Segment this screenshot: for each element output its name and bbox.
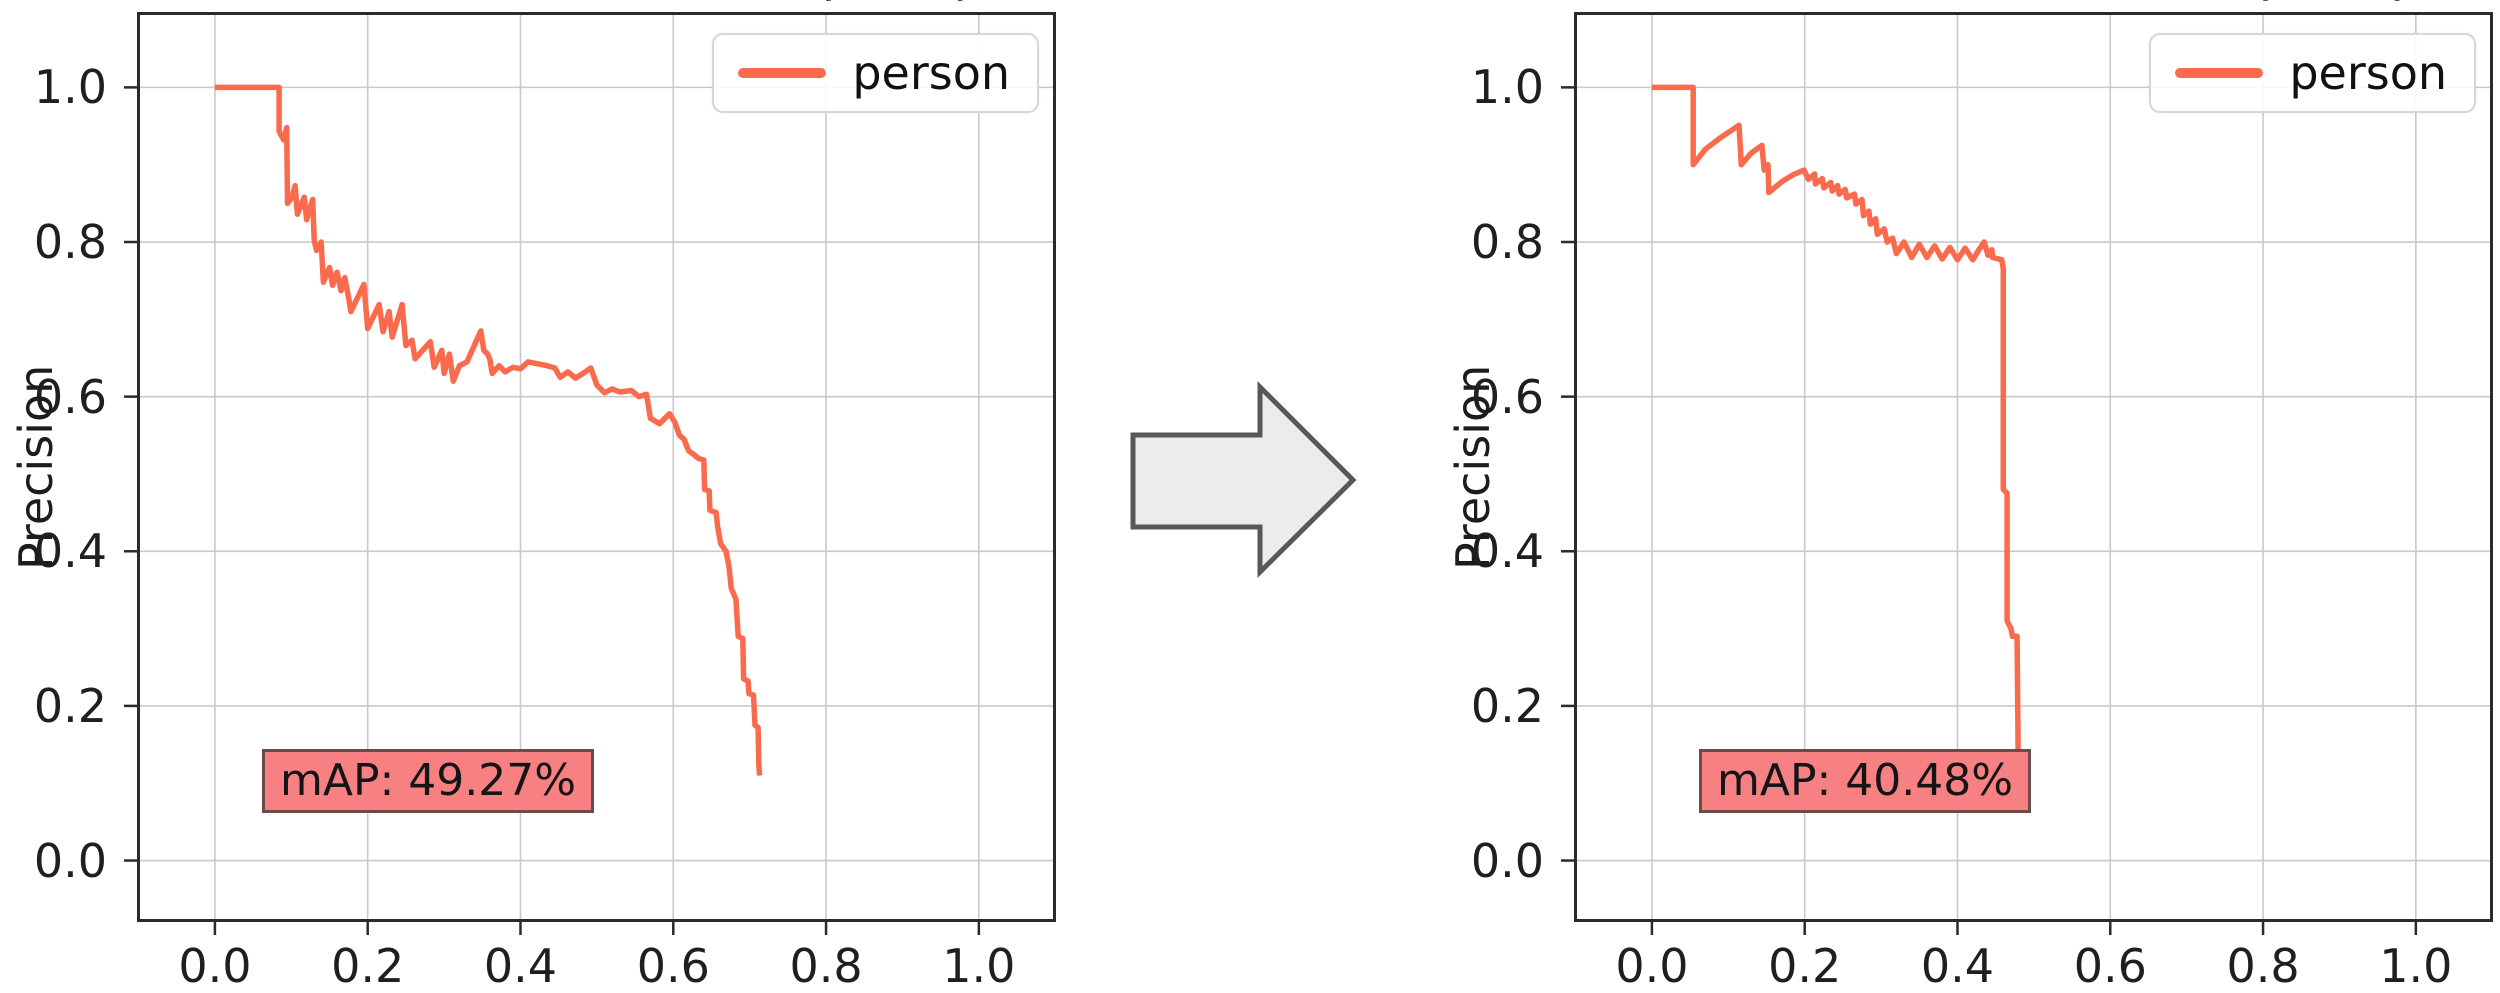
right-arrow-shape — [1130, 380, 1357, 578]
legend-line-swatch — [738, 68, 827, 78]
y-tick-label: 0.4 — [1470, 524, 1544, 579]
legend: person — [2149, 33, 2476, 113]
x-tick-label: 0.6 — [2073, 939, 2147, 993]
y-tick-label: 0.0 — [1470, 833, 1544, 888]
title-fragment: ( — [2250, 0, 2273, 2]
y-tick-label: 0.4 — [33, 524, 107, 579]
x-tick-label: 0.0 — [1615, 939, 1689, 993]
pr-chart-right: ( ) Precision 0.0 0.2 0.4 0.6 0.8 1.0 0.0 0.2 0… — [1446, 0, 2493, 992]
cropped-title: ( ) — [1574, 0, 2493, 11]
pr-curve-line — [214, 84, 763, 776]
y-tick-label: 0.2 — [1470, 678, 1544, 733]
title-fragment: ( — [813, 0, 836, 2]
legend: person — [712, 33, 1039, 113]
axis-spines — [1574, 12, 2493, 922]
x-tick-label: 0.4 — [483, 939, 558, 993]
legend-label: person — [852, 46, 1010, 100]
map-annotation: mAP: 40.48% — [1699, 749, 2032, 813]
y-tick-label: 0.6 — [33, 369, 107, 424]
map-annotation: mAP: 49.27% — [262, 749, 595, 813]
x-tick-label: 1.0 — [2379, 939, 2453, 993]
y-axis-label: Precision — [9, 364, 63, 570]
y-tick-label: 0.8 — [33, 215, 107, 269]
cropped-title: ( ) — [137, 0, 1056, 11]
x-tick-label: 0.2 — [331, 939, 405, 993]
y-tick-label: 0.6 — [1470, 369, 1544, 424]
transition-arrow — [1110, 370, 1380, 590]
x-tick-label: 0.2 — [1768, 939, 1842, 993]
y-axis-label: Precision — [1446, 364, 1500, 570]
y-tick-label: 0.2 — [33, 678, 107, 733]
y-tick-label: 0.0 — [33, 833, 107, 888]
axis-spines — [137, 12, 1056, 922]
y-tick-label: 0.8 — [1470, 215, 1544, 269]
pr-chart-left: ( ) Precision 0.0 0.2 0.4 0.6 0.8 1.0 0.0 0.2 0… — [9, 0, 1056, 992]
y-tick-label: 1.0 — [33, 60, 107, 115]
y-tick-label: 1.0 — [1470, 60, 1544, 115]
x-tick-label: 0.8 — [2226, 939, 2300, 993]
title-fragment: ) — [2390, 0, 2413, 2]
title-fragment: ) — [953, 0, 976, 2]
x-tick-label: 0.6 — [636, 939, 710, 993]
pr-curve-line — [1651, 84, 2023, 811]
legend-line-swatch — [2175, 68, 2264, 78]
legend-label: person — [2289, 46, 2447, 100]
x-tick-label: 0.4 — [1920, 939, 1995, 993]
x-tick-label: 0.8 — [789, 939, 863, 993]
x-tick-label: 0.0 — [178, 939, 252, 993]
right-arrow-icon — [1130, 380, 1357, 578]
x-tick-label: 1.0 — [942, 939, 1016, 993]
